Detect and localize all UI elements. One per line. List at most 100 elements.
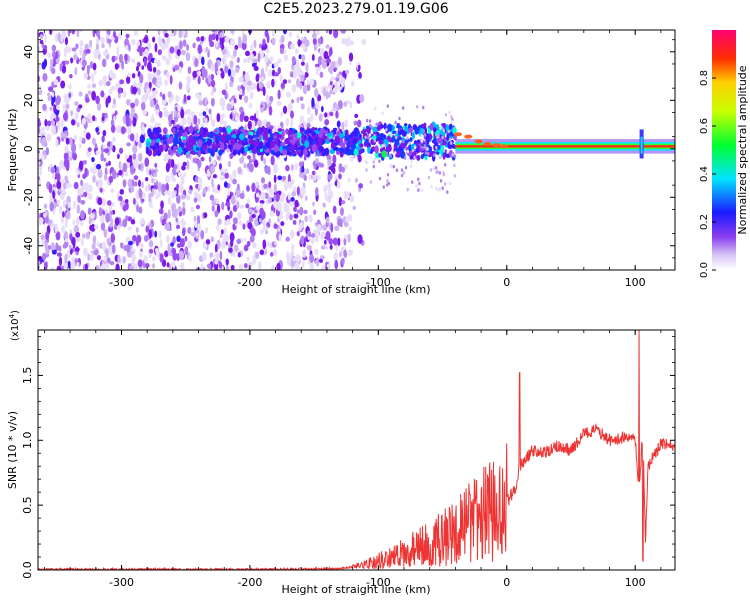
heat-cell bbox=[132, 234, 137, 242]
heat-cell bbox=[204, 96, 208, 107]
heat-cell bbox=[227, 68, 232, 77]
heat-cell bbox=[422, 105, 425, 110]
heat-cell bbox=[38, 179, 42, 188]
heat-cell bbox=[305, 122, 311, 129]
heat-cell bbox=[67, 201, 71, 209]
heat-cell bbox=[69, 74, 73, 79]
heat-cell bbox=[44, 33, 47, 43]
heat-cell bbox=[229, 152, 234, 160]
heat-cell bbox=[426, 151, 430, 156]
heat-cell bbox=[248, 159, 253, 164]
heat-cell bbox=[101, 262, 107, 270]
heat-cell bbox=[291, 99, 295, 104]
heat-cell bbox=[296, 96, 300, 104]
heat-cell bbox=[240, 128, 245, 133]
heat-cell bbox=[51, 44, 57, 52]
heat-cell bbox=[153, 59, 157, 64]
heat-cell bbox=[269, 95, 274, 102]
heat-cell bbox=[65, 182, 70, 188]
heat-cell bbox=[131, 73, 136, 79]
heat-cell bbox=[60, 80, 66, 89]
heat-cell bbox=[322, 202, 326, 208]
heat-cell bbox=[293, 69, 298, 79]
heat-cell bbox=[278, 214, 283, 220]
heat-cell bbox=[38, 217, 42, 226]
heat-cell bbox=[353, 149, 359, 156]
heat-cell bbox=[229, 113, 233, 120]
heat-cell bbox=[390, 133, 393, 137]
heat-cell bbox=[359, 93, 365, 103]
heat-cell bbox=[41, 137, 47, 147]
x-tick-label: -300 bbox=[109, 576, 134, 589]
snr-series-line bbox=[38, 330, 675, 570]
heat-cell bbox=[49, 58, 54, 67]
heat-cell bbox=[378, 159, 381, 163]
heat-cell bbox=[137, 259, 143, 268]
heat-cell bbox=[131, 253, 136, 263]
heat-cell bbox=[209, 113, 213, 122]
heat-cell bbox=[319, 146, 324, 152]
heat-cell bbox=[125, 44, 129, 51]
heat-cell bbox=[247, 135, 251, 140]
heat-cell bbox=[55, 51, 59, 59]
heat-cell bbox=[249, 115, 255, 121]
heat-cell bbox=[453, 154, 457, 158]
heat-cell bbox=[95, 38, 100, 45]
heat-cell bbox=[246, 83, 250, 93]
heat-cell bbox=[274, 240, 278, 246]
heat-cell bbox=[273, 195, 277, 201]
heat-cell bbox=[290, 197, 295, 202]
heat-cell bbox=[49, 30, 53, 35]
heat-cell bbox=[276, 100, 282, 107]
heat-cell bbox=[245, 203, 250, 209]
heat-cell bbox=[79, 40, 84, 47]
heat-cell bbox=[291, 243, 295, 253]
heat-cell bbox=[39, 39, 44, 45]
heat-cell bbox=[285, 165, 290, 172]
heat-cell bbox=[198, 112, 203, 117]
heat-cell bbox=[267, 196, 272, 204]
heat-cell bbox=[96, 241, 100, 247]
heat-cell bbox=[328, 30, 333, 35]
heat-cell bbox=[196, 215, 201, 224]
heat-cell bbox=[322, 134, 327, 141]
heat-cell bbox=[185, 149, 189, 153]
heat-cell bbox=[446, 150, 449, 154]
heat-cell bbox=[229, 38, 236, 46]
heat-cell bbox=[254, 218, 260, 227]
heat-cell bbox=[283, 183, 288, 192]
heat-cell bbox=[327, 159, 333, 167]
heat-cell bbox=[125, 33, 130, 39]
heat-cell bbox=[70, 119, 76, 126]
heat-cell bbox=[258, 140, 264, 150]
heat-cell bbox=[172, 128, 176, 133]
heat-cell bbox=[201, 65, 206, 76]
heat-cell bbox=[224, 172, 229, 179]
heat-cell bbox=[416, 139, 422, 144]
heat-cell bbox=[150, 202, 153, 209]
heat-cell bbox=[237, 149, 241, 156]
heat-cell bbox=[349, 40, 355, 46]
heat-cell bbox=[316, 175, 321, 181]
heat-cell bbox=[51, 50, 57, 59]
heat-cell bbox=[265, 94, 270, 105]
heat-cell bbox=[176, 194, 181, 204]
heat-cell bbox=[327, 173, 333, 180]
heat-cell bbox=[357, 154, 362, 163]
heat-cell bbox=[408, 141, 411, 145]
heat-cell bbox=[76, 30, 80, 38]
heat-cell bbox=[278, 233, 282, 242]
heat-cell bbox=[301, 127, 305, 132]
heat-cell bbox=[232, 217, 238, 225]
heat-cell bbox=[173, 30, 177, 37]
heat-cell bbox=[147, 61, 152, 72]
heat-cell bbox=[182, 227, 186, 237]
heat-cell bbox=[223, 54, 227, 65]
heat-cell bbox=[197, 177, 203, 184]
heat-cell bbox=[197, 149, 201, 158]
heat-cell bbox=[39, 170, 43, 176]
heat-cell bbox=[206, 263, 212, 269]
heat-cell bbox=[338, 196, 343, 207]
heat-cell bbox=[237, 212, 242, 220]
heat-cell bbox=[291, 191, 297, 197]
